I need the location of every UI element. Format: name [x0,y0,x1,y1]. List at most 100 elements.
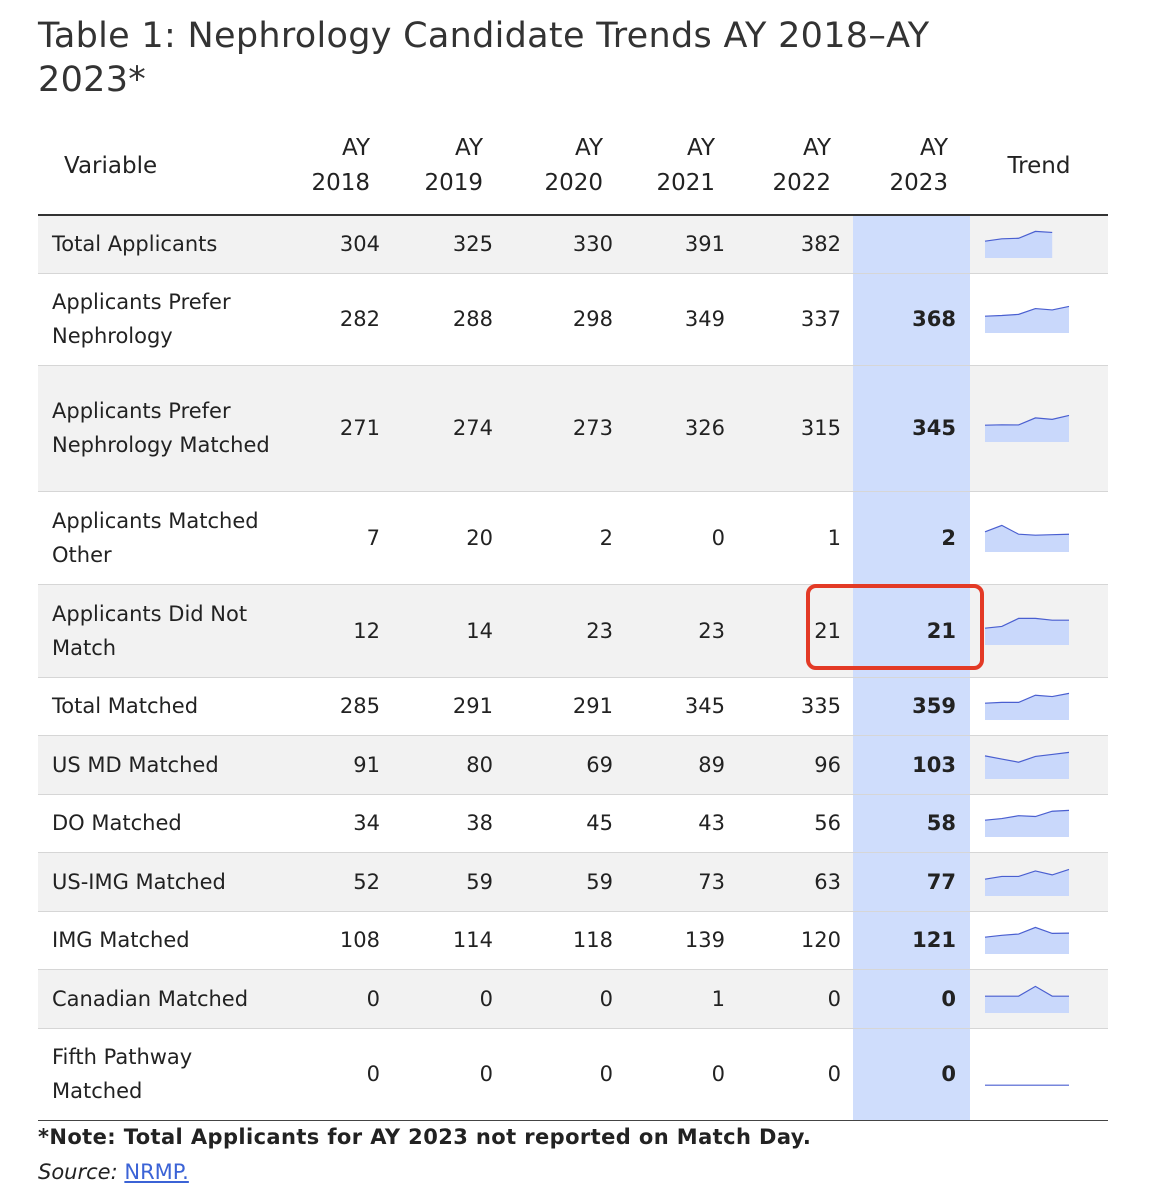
cell-value: 73 [625,852,737,912]
header-year-number: 2019 [424,170,483,196]
cell-value: 52 [280,852,392,912]
row-label: Total Applicants [38,215,280,274]
header-year: AY 2019 [392,118,505,216]
header-trend: Trend [970,118,1108,216]
trend-cell [970,735,1108,795]
header-variable: Variable [38,118,280,216]
trend-cell [970,491,1108,585]
candidate-trends-table: Variable AY 2018 AY 2019 AY 2020 AY 2021 AY 2… [38,118,1108,1121]
cell-value: 285 [280,677,392,736]
cell-value-highlight: 2 [853,491,970,585]
row-label: Canadian Matched [38,969,280,1029]
row-label: IMG Matched [38,911,280,970]
sparkline-area [985,231,1053,259]
cell-value: 337 [737,273,853,366]
cell-value-highlight: 77 [853,852,970,912]
table-row: Applicants Did Not Match 12 14 23 23 21 … [38,584,1108,678]
row-label: Applicants Did Not Match [38,584,280,678]
sparkline-line [984,926,1070,938]
row-label: Applicants Prefer Nephrology Matched [38,365,280,492]
cell-value: 118 [505,911,625,970]
trend-cell [970,794,1108,853]
trend-sparkline [984,617,1069,645]
header-year-prefix: AY [687,135,715,161]
cell-value: 273 [505,365,625,492]
trend-cell [970,677,1108,736]
sparkline-line [985,985,1069,997]
sparkline-area [985,927,1069,954]
cell-value: 14 [392,584,505,678]
trend-sparkline [985,985,1069,1013]
cell-value-highlight: 103 [853,735,970,795]
cell-value-highlight: 21 [853,584,970,678]
cell-value: 91 [280,735,392,795]
sparkline-line [984,809,1070,821]
cell-value: 43 [625,794,737,853]
table-row: US-IMG Matched 52 59 59 73 63 77 [38,852,1108,912]
sparkline-area [985,524,1069,552]
row-label: Fifth Pathway Matched [38,1028,280,1121]
header-year: AY 2021 [625,118,737,216]
trend-cell [970,273,1108,366]
trend-cell [970,852,1108,912]
sparkline-line [984,868,1070,880]
cell-value: 23 [625,584,737,678]
cell-value: 291 [505,677,625,736]
sparkline-area [985,751,1069,779]
header-year-prefix: AY [575,135,603,161]
cell-value: 274 [392,365,505,492]
sparkline-area [985,985,1069,1013]
cell-value: 1 [625,969,737,1029]
cell-value: 21 [737,584,853,678]
source-link[interactable]: NRMP. [124,1160,189,1184]
cell-value: 325 [392,215,505,274]
trend-sparkline [984,524,1070,552]
cell-value: 0 [505,969,625,1029]
table-row: US MD Matched 91 80 69 89 96 103 [38,735,1108,795]
trend-sparkline [984,926,1070,954]
table-row: Applicants Matched Other 7 20 2 0 1 2 [38,491,1108,585]
cell-value: 120 [737,911,853,970]
cell-value: 56 [737,794,853,853]
table-row: Fifth Pathway Matched 0 0 0 0 0 0 [38,1028,1108,1121]
footnote: *Note: Total Applicants for AY 2023 not … [38,1125,812,1149]
row-label: Applicants Matched Other [38,491,280,585]
row-label: US-IMG Matched [38,852,280,912]
cell-value: 271 [280,365,392,492]
cell-value: 38 [392,794,505,853]
trend-sparkline [984,809,1070,837]
row-label: Total Matched [38,677,280,736]
cell-value: 63 [737,852,853,912]
sparkline-line [984,617,1069,629]
cell-value: 315 [737,365,853,492]
trend-sparkline [984,414,1070,442]
cell-value-highlight [853,215,970,274]
source-line: Source: NRMP. [38,1160,189,1184]
trend-cell [970,365,1108,492]
table-title: Table 1: Nephrology Candidate Trends AY … [38,16,930,100]
cell-value: 0 [737,1028,853,1121]
cell-value: 96 [737,735,853,795]
row-label: Applicants Prefer Nephrology [38,273,280,366]
header-year-prefix: AY [803,135,831,161]
cell-value: 0 [392,969,505,1029]
table-body: Total Applicants 304 325 330 391 382 App… [38,215,1108,1121]
cell-value: 291 [392,677,505,736]
cell-value: 0 [280,969,392,1029]
trend-cell [970,969,1108,1029]
cell-value: 12 [280,584,392,678]
cell-value: 298 [505,273,625,366]
trend-sparkline [984,868,1070,896]
cell-value: 80 [392,735,505,795]
cell-value: 0 [392,1028,505,1121]
cell-value: 59 [392,852,505,912]
cell-value-highlight: 345 [853,365,970,492]
cell-value: 330 [505,215,625,274]
cell-value: 114 [392,911,505,970]
cell-value: 7 [280,491,392,585]
cell-value: 1 [737,491,853,585]
cell-value: 326 [625,365,737,492]
trend-cell [970,911,1108,970]
sparkline-area [985,868,1069,896]
cell-value: 45 [505,794,625,853]
